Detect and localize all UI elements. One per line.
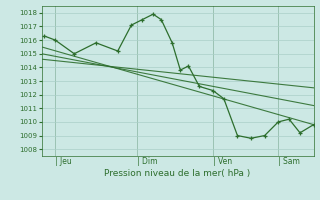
X-axis label: Pression niveau de la mer( hPa ): Pression niveau de la mer( hPa ): [104, 169, 251, 178]
